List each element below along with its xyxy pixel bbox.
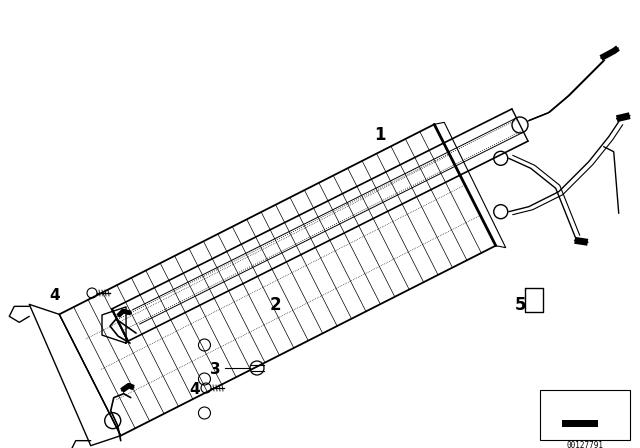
- Text: 3: 3: [210, 362, 220, 378]
- Text: 2: 2: [269, 296, 281, 314]
- Text: 00127791: 00127791: [566, 440, 604, 448]
- Text: 4: 4: [189, 383, 200, 397]
- Bar: [540, 390, 630, 440]
- Text: 1: 1: [374, 126, 386, 144]
- Text: 5: 5: [515, 296, 525, 314]
- Text: 4: 4: [50, 288, 60, 302]
- Bar: [562, 420, 598, 427]
